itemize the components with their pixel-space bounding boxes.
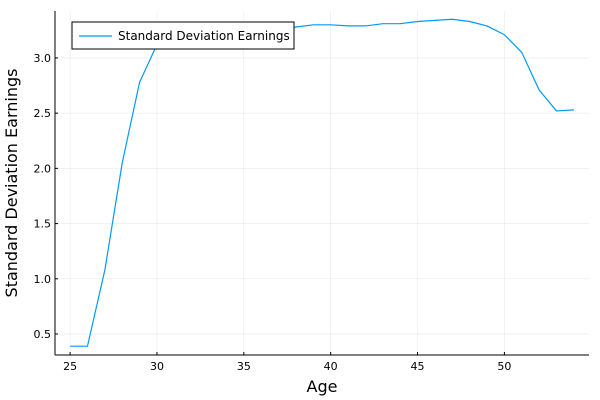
- x-tick-label: 50: [497, 360, 511, 373]
- x-tick-label: 30: [150, 360, 164, 373]
- x-tick-label: 25: [63, 360, 77, 373]
- y-axis-label: Standard Deviation Earnings: [2, 69, 21, 298]
- legend: Standard Deviation Earnings: [71, 21, 295, 50]
- legend-entry-label: Standard Deviation Earnings: [118, 29, 290, 43]
- x-tick-label: 40: [324, 360, 338, 373]
- x-tick-label: 45: [411, 360, 425, 373]
- series-layer: [70, 18, 574, 347]
- y-tick-label: 0.5: [34, 328, 52, 341]
- y-tick-label: 1.0: [34, 273, 52, 286]
- y-tick-label: 2.0: [34, 162, 52, 175]
- x-tick-label: 35: [237, 360, 251, 373]
- y-tick-label: 3.0: [34, 52, 52, 65]
- series-line: [70, 18, 574, 347]
- y-tick-label: 2.5: [34, 107, 52, 120]
- axes: [54, 11, 589, 356]
- x-axis-label: Age: [307, 377, 338, 396]
- grid-lines: [55, 11, 589, 355]
- y-tick-label: 1.5: [34, 218, 52, 231]
- tick-marks: 25 30 35 40 45 50 0.5 1.0 1.5 2.0 2.5 3.0: [34, 52, 512, 373]
